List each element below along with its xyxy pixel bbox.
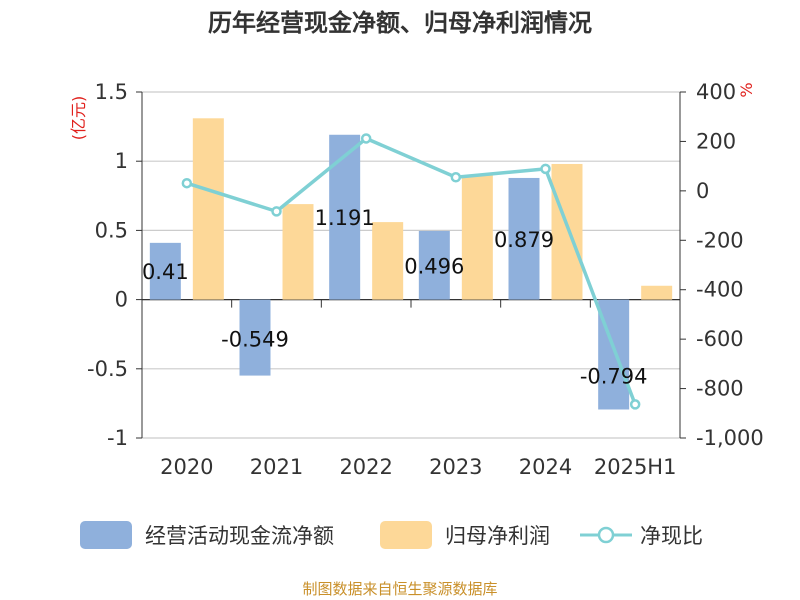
- chart-title: 历年经营现金净额、归母净利润情况: [208, 9, 592, 37]
- bar-value-label: 0.879: [494, 228, 554, 252]
- y-left-tick-label: -1: [107, 426, 128, 450]
- y-right-tick-label: -1,000: [696, 426, 764, 450]
- legend-label: 经营活动现金流净额: [145, 524, 334, 548]
- bar-series: [149, 118, 673, 410]
- bar-netprofit: [282, 204, 314, 300]
- x-tick-label: 2022: [339, 455, 392, 479]
- y-right-tick-label: 400: [696, 80, 736, 104]
- y-left-tick-label: 0: [115, 288, 128, 312]
- y-right-tick-label: 0: [696, 179, 709, 203]
- ratio-line: [186, 136, 637, 406]
- ratio-point: [540, 163, 551, 175]
- y-right-tick-label: -600: [696, 327, 744, 351]
- ratio-point: [629, 399, 641, 410]
- ratio-point: [181, 177, 193, 189]
- axes: 1.5 1 0.5 0 -0.5 -1 400 200 0 -200 -400 -600 -800 -1,…: [87, 80, 764, 479]
- y-left-tick-label: -0.5: [87, 357, 128, 381]
- x-tick-label: 2023: [429, 455, 482, 479]
- source-note: 制图数据来自恒生聚源数据库: [302, 580, 497, 598]
- bar-netprofit: [641, 285, 673, 300]
- bar-cashflow: [418, 230, 450, 300]
- legend-swatch-bar: [80, 521, 132, 549]
- ratio-point: [271, 206, 282, 217]
- y-left-tick-label: 1.5: [95, 80, 128, 104]
- x-tick-label: 2025H1: [594, 455, 677, 479]
- y-right-tick-label: -800: [696, 377, 744, 401]
- bar-cashflow: [508, 177, 540, 300]
- x-tick-label: 2020: [160, 455, 213, 479]
- y-left-tick-label: 1: [115, 149, 128, 173]
- y-left-tick-label: 0.5: [95, 218, 128, 242]
- bar-value-label: 0.41: [142, 260, 189, 284]
- bar-value-label: -0.794: [580, 365, 648, 389]
- ratio-point: [360, 133, 372, 144]
- x-tick-label: 2021: [250, 455, 303, 479]
- bar-cashflow: [239, 299, 271, 376]
- line-series: [181, 133, 641, 410]
- y-right-tick-label: 200: [696, 129, 736, 153]
- legend: 经营活动现金流净额 归母净利润 净现比: [80, 521, 703, 549]
- x-tick-label: 2024: [519, 455, 572, 479]
- bar-value-label: -0.549: [221, 328, 289, 352]
- y-right-unit-label: %: [737, 82, 756, 97]
- bar-value-label: 1.191: [315, 206, 375, 230]
- bar-netprofit: [551, 163, 583, 300]
- bar-netprofit: [372, 222, 404, 300]
- legend-label: 归母净利润: [445, 524, 550, 548]
- legend-label: 净现比: [640, 524, 703, 548]
- y-left-unit-label: (亿元): [69, 96, 88, 141]
- legend-swatch-marker: [597, 526, 615, 544]
- y-right-tick-label: -400: [696, 278, 744, 302]
- data-labels: 0.41 -0.549 1.191 0.496 0.879 -0.794: [142, 206, 648, 388]
- ratio-point: [450, 172, 462, 183]
- bar-value-label: 0.496: [404, 254, 464, 278]
- y-right-tick-label: -200: [696, 228, 744, 252]
- bar-netprofit: [192, 118, 224, 300]
- bar-netprofit: [461, 175, 493, 300]
- legend-swatch-bar: [380, 521, 432, 549]
- bar-cashflow: [149, 242, 181, 300]
